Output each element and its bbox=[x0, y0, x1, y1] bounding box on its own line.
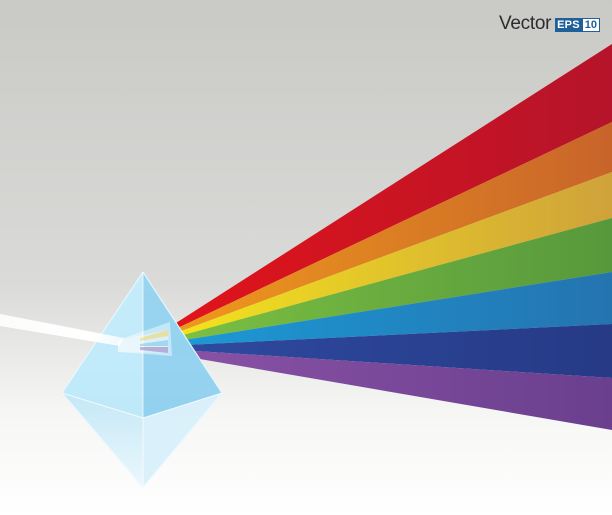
rainbow-spectrum-icon bbox=[165, 44, 612, 430]
badge-format-tag: EPS 10 bbox=[555, 17, 600, 32]
badge-vector-label: Vector bbox=[499, 13, 552, 34]
violet-band bbox=[165, 349, 612, 430]
indigo-band bbox=[165, 324, 612, 378]
yellow-band bbox=[165, 172, 612, 340]
badge-version-label: 10 bbox=[581, 17, 600, 32]
green-band bbox=[165, 218, 612, 343]
prism-exit-glow bbox=[118, 330, 168, 353]
white-light-ray-icon bbox=[0, 314, 124, 346]
red-band bbox=[165, 44, 612, 334]
blue-band bbox=[165, 272, 612, 346]
orange-band bbox=[165, 122, 612, 337]
badge-eps-label: EPS bbox=[555, 17, 582, 32]
prism-crystal-icon bbox=[61, 271, 223, 488]
vector-eps10-badge: Vector EPS 10 bbox=[499, 14, 600, 33]
